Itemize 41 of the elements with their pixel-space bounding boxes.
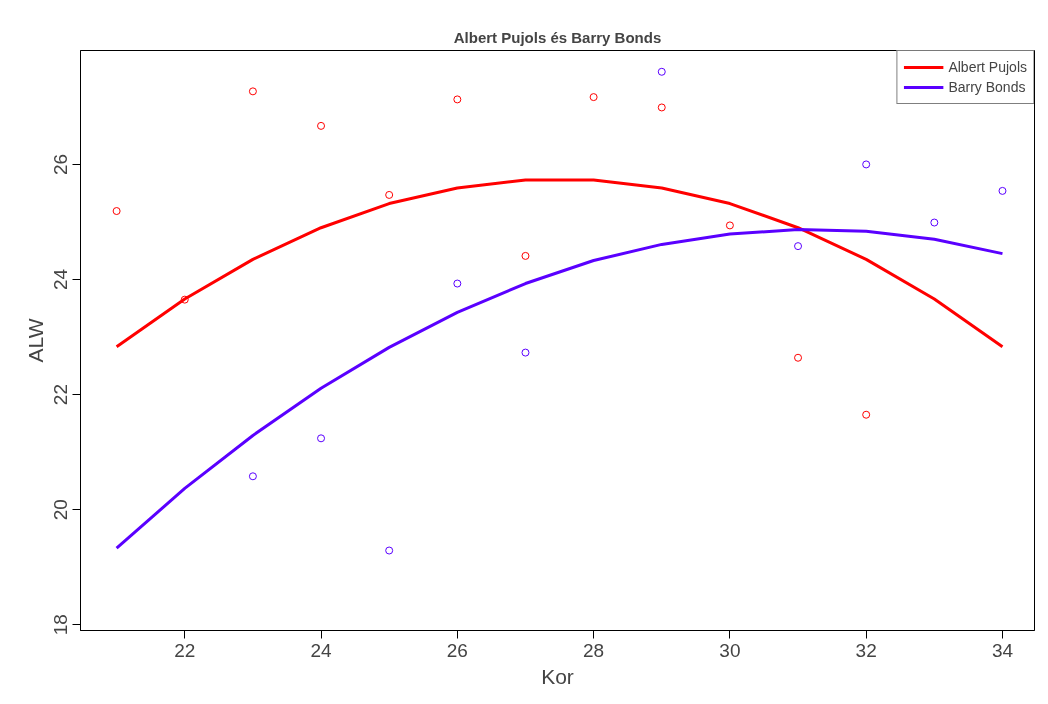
y-tick-label: 24 xyxy=(50,268,72,291)
x-tick-label: 26 xyxy=(446,639,468,661)
point xyxy=(453,279,462,288)
x-axis-title: Kor xyxy=(541,664,574,688)
point xyxy=(998,186,1007,195)
chart-title: Albert Pujols és Barry Bonds xyxy=(453,28,662,46)
line-series xyxy=(115,178,1004,349)
x-tick-label: 24 xyxy=(310,639,333,661)
point xyxy=(453,95,462,104)
legend-label: Barry Bonds xyxy=(948,79,1026,95)
point xyxy=(317,434,326,443)
x-tick-label: 32 xyxy=(855,639,877,661)
y-tick-label: 18 xyxy=(50,614,72,636)
x-tick-label: 34 xyxy=(991,639,1014,661)
point xyxy=(317,121,326,130)
point xyxy=(589,93,598,102)
x-tick-label: 22 xyxy=(174,639,196,661)
y-tick-label: 20 xyxy=(50,499,72,521)
x-tick-label: 28 xyxy=(583,639,605,661)
point xyxy=(521,251,530,260)
x-tick-label: 30 xyxy=(719,639,741,661)
point xyxy=(521,348,530,357)
point xyxy=(248,472,257,481)
y-axis-title: ALW xyxy=(23,318,47,363)
point xyxy=(657,103,666,112)
y-tick-label: 22 xyxy=(50,384,72,406)
point xyxy=(180,295,189,304)
point xyxy=(862,160,871,169)
point xyxy=(385,546,394,555)
legend-label: Albert Pujols xyxy=(948,59,1027,75)
point xyxy=(794,242,803,251)
point xyxy=(385,190,394,199)
point xyxy=(930,218,939,227)
point xyxy=(657,67,666,76)
point xyxy=(794,353,803,362)
y-tick-label: 26 xyxy=(50,153,72,175)
point xyxy=(725,221,734,230)
line-series xyxy=(115,227,1004,550)
point xyxy=(862,410,871,419)
point xyxy=(248,87,257,96)
point xyxy=(112,207,121,216)
